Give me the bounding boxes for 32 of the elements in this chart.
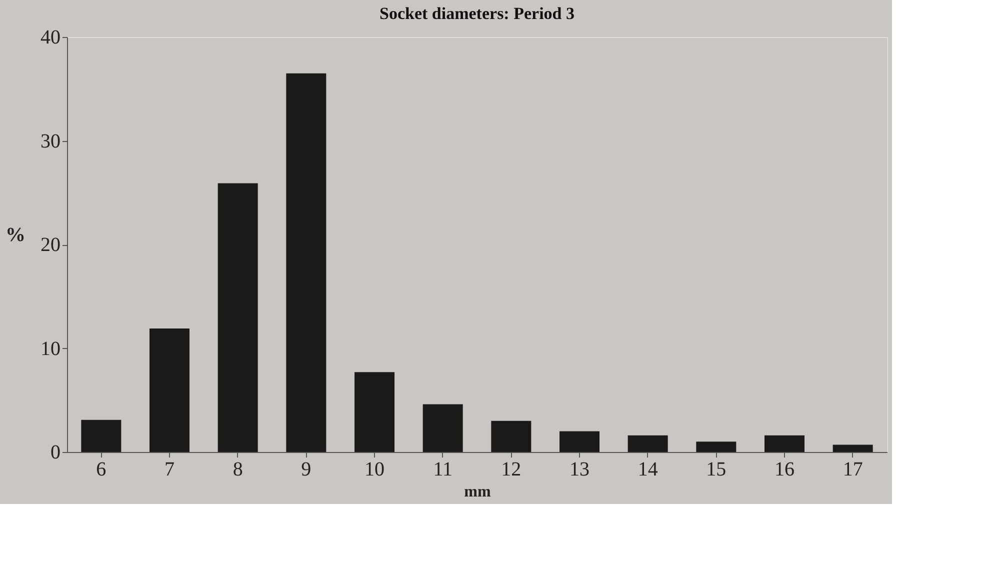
x-tick-label: 6	[96, 458, 106, 480]
bar	[150, 328, 190, 452]
x-tick-label: 9	[301, 458, 312, 480]
x-tick-label: 15	[706, 458, 726, 480]
bar	[422, 404, 463, 452]
x-tick-label: 14	[638, 458, 658, 480]
bar	[354, 372, 394, 452]
x-tick-label: 8	[232, 458, 243, 480]
bar	[491, 420, 532, 452]
y-tick-label: 40	[40, 26, 60, 48]
bar	[832, 444, 873, 452]
y-tick-label: 20	[40, 234, 60, 256]
y-axis-title: %	[6, 224, 26, 246]
x-tick-label: 16	[774, 458, 794, 480]
bar	[81, 420, 122, 452]
x-tick-label: 17	[842, 458, 863, 480]
y-tick-label: 10	[40, 338, 60, 360]
x-tick-label: 12	[501, 458, 522, 480]
x-tick-label: 13	[570, 458, 590, 480]
bar	[628, 435, 668, 452]
chart-title: Socket diameters: Period 3	[380, 4, 574, 23]
x-axis-title: mm	[464, 484, 492, 500]
bar	[560, 431, 600, 452]
bar	[286, 73, 326, 452]
bar	[218, 183, 258, 452]
x-tick-label: 10	[364, 458, 384, 480]
y-tick-label: 0	[50, 442, 60, 464]
bar	[696, 442, 736, 452]
bar	[764, 435, 804, 452]
x-tick-label: 11	[433, 458, 452, 480]
x-tick-label: 7	[164, 458, 174, 480]
y-tick-label: 30	[40, 130, 60, 152]
